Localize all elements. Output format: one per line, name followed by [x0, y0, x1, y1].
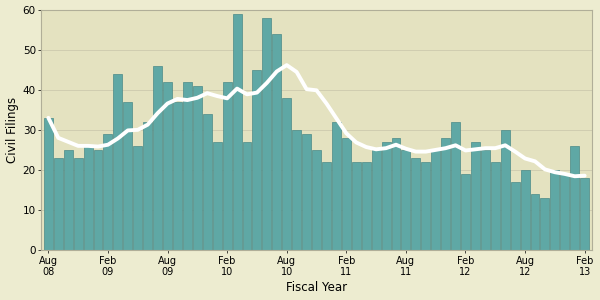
Bar — [94, 150, 103, 250]
Bar — [421, 162, 430, 250]
Bar — [471, 142, 480, 250]
Bar — [143, 122, 152, 250]
Bar — [382, 142, 391, 250]
Bar — [302, 134, 311, 250]
Bar — [332, 122, 341, 250]
Bar — [64, 150, 73, 250]
Bar — [282, 98, 291, 250]
Bar — [322, 162, 331, 250]
Bar — [193, 86, 202, 250]
Bar — [124, 102, 132, 250]
Bar — [242, 142, 251, 250]
Bar — [550, 170, 559, 250]
X-axis label: Fiscal Year: Fiscal Year — [286, 281, 347, 294]
Bar — [481, 150, 490, 250]
Bar — [530, 194, 539, 250]
Y-axis label: Civil Filings: Civil Filings — [5, 97, 19, 163]
Bar — [223, 82, 232, 250]
Bar — [352, 162, 361, 250]
Bar — [392, 138, 400, 250]
Bar — [83, 146, 92, 250]
Bar — [163, 82, 172, 250]
Bar — [44, 118, 53, 250]
Bar — [412, 158, 421, 250]
Bar — [262, 18, 271, 250]
Bar — [501, 130, 509, 250]
Bar — [570, 146, 579, 250]
Bar — [342, 138, 351, 250]
Bar — [183, 82, 192, 250]
Bar — [153, 66, 162, 250]
Bar — [362, 162, 371, 250]
Bar — [521, 170, 530, 250]
Bar — [461, 174, 470, 250]
Bar — [103, 134, 112, 250]
Bar — [491, 162, 500, 250]
Bar — [441, 138, 450, 250]
Bar — [580, 178, 589, 250]
Bar — [74, 158, 83, 250]
Bar — [213, 142, 221, 250]
Bar — [253, 70, 262, 250]
Bar — [133, 146, 142, 250]
Bar — [401, 150, 410, 250]
Bar — [541, 198, 550, 250]
Bar — [113, 74, 122, 250]
Bar — [511, 182, 520, 250]
Bar — [233, 14, 242, 250]
Bar — [54, 158, 63, 250]
Bar — [560, 174, 569, 250]
Bar — [451, 122, 460, 250]
Bar — [272, 34, 281, 250]
Bar — [203, 114, 212, 250]
Bar — [312, 150, 321, 250]
Bar — [371, 150, 380, 250]
Bar — [173, 102, 182, 250]
Bar — [292, 130, 301, 250]
Bar — [431, 150, 440, 250]
